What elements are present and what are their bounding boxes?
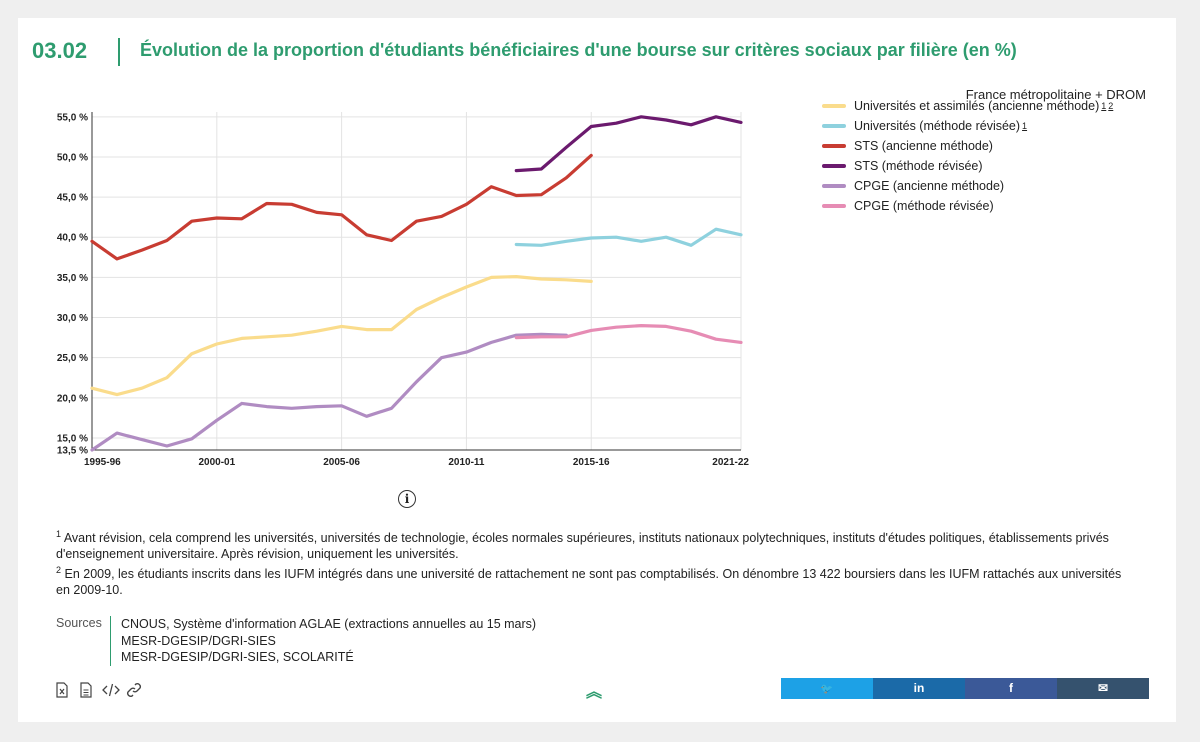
legend-swatch (822, 184, 846, 188)
footnotes: 1 Avant révision, cela comprend les univ… (56, 526, 1126, 598)
title-separator (118, 38, 120, 66)
x-tick-label: 2021-22 (712, 457, 749, 468)
twitter-share-button[interactable]: 🐦 (781, 678, 873, 699)
scope-label: France métropolitaine + DROM (965, 87, 1146, 102)
footnote-1-text: Avant révision, cela comprend les univer… (56, 531, 1109, 562)
facebook-icon: f (1009, 681, 1013, 695)
y-tick-label: 45,0 % (57, 193, 88, 204)
footnote-1-mark: 1 (56, 529, 62, 539)
legend-label: STS (méthode révisée) (854, 159, 983, 173)
y-tick-label: 25,0 % (57, 353, 88, 364)
twitter-icon: 🐦 (820, 684, 834, 695)
header: 03.02 Évolution de la proportion d'étudi… (32, 38, 1146, 102)
legend-item[interactable]: CPGE (méthode révisée) (822, 196, 1113, 216)
x-tick-label: 2010-11 (448, 457, 485, 468)
x-tick-label: 1995-96 (84, 457, 121, 468)
series-line-1 (90, 275, 593, 397)
code-icon[interactable] (102, 682, 120, 698)
y-tick-label: 50,0 % (57, 152, 88, 163)
legend-item[interactable]: CPGE (ancienne méthode) (822, 176, 1113, 196)
legend-swatch (822, 104, 846, 108)
footnote-1: 1 Avant révision, cela comprend les univ… (56, 526, 1126, 562)
legend-label: Universités et assimilés (ancienne métho… (854, 99, 1100, 113)
line-chart: 55,0 % 50,0 % 45,0 % 40,0 % 35,0 % 30,0 % 25,0… (57, 112, 749, 468)
sources-label: Sources (56, 616, 102, 630)
footnote-2-text: En 2009, les étudiants inscrits dans les… (56, 567, 1122, 598)
facebook-share-button[interactable]: f (965, 678, 1057, 699)
link-icon[interactable] (126, 682, 142, 698)
x-tick-label: 2005-06 (323, 457, 360, 468)
source-item: CNOUS, Système d'information AGLAE (extr… (121, 617, 537, 631)
y-tick-label: 13,5 % (57, 446, 88, 457)
x-tick-label: 2015-16 (573, 457, 610, 468)
source-item: MESR-DGESIP/DGRI-SIES, SCOLARITÉ (121, 650, 354, 664)
x-tick-label: 2000-01 (198, 457, 235, 468)
figure-number: 03.02 (32, 38, 88, 63)
series-line-4 (514, 115, 743, 173)
y-tick-label: 55,0 % (57, 112, 88, 123)
source-item: MESR-DGESIP/DGRI-SIES (121, 633, 276, 648)
legend-label: CPGE (méthode révisée) (854, 199, 994, 213)
footnote-2-mark: 2 (56, 565, 62, 576)
excel-icon[interactable] (54, 682, 70, 698)
legend-item[interactable]: STS (méthode révisée) (822, 156, 1113, 176)
legend-swatch (822, 164, 846, 168)
info-icon[interactable]: i (398, 490, 416, 508)
legend-item[interactable]: Universités et assimilés (ancienne métho… (822, 96, 1113, 116)
page-title: Évolution de la proportion d'étudiants b… (140, 40, 1017, 60)
scroll-up-icon[interactable]: ︽ (586, 684, 603, 701)
y-tick-label: 30,0 % (57, 313, 88, 324)
sources-list: CNOUS, Système d'information AGLAE (extr… (110, 616, 536, 666)
legend: Universités et assimilés (ancienne métho… (822, 96, 1113, 216)
legend-label: Universités (méthode révisée) (854, 119, 1021, 133)
y-tick-label: 20,0 % (57, 393, 88, 404)
document-icon[interactable] (78, 682, 94, 698)
legend-swatch (822, 124, 846, 128)
email-icon: ✉ (1097, 681, 1109, 695)
legend-swatch (822, 204, 846, 208)
linkedin-icon: in (913, 681, 925, 695)
series-line-3 (90, 153, 593, 261)
footnote-2: 2 En 2009, les étudiants inscrits dans l… (56, 562, 1126, 598)
series-line-2 (514, 227, 743, 247)
email-share-button[interactable]: ✉ (1057, 678, 1149, 699)
share-bar: 🐦 in f ✉ (781, 678, 1149, 699)
series-line-6 (514, 324, 743, 344)
legend-swatch (822, 144, 846, 148)
legend-note-ref[interactable]: 1 (1101, 101, 1107, 111)
legend-label: CPGE (ancienne méthode) (854, 179, 1005, 193)
y-tick-label: 35,0 % (57, 273, 88, 284)
legend-item[interactable]: Universités (méthode révisée) 1 (822, 116, 1113, 136)
toolbar (54, 682, 142, 698)
legend-note-ref[interactable]: 1 (1022, 121, 1028, 131)
series-line-5 (90, 332, 568, 452)
legend-label: STS (ancienne méthode) (854, 139, 993, 153)
y-tick-label: 15,0 % (57, 433, 88, 444)
linkedin-share-button[interactable]: in (873, 678, 965, 699)
legend-note-ref[interactable]: 2 (1108, 101, 1114, 111)
y-tick-label: 40,0 % (57, 233, 88, 244)
chart-card: 03.02 Évolution de la proportion d'étudi… (18, 18, 1176, 722)
legend-item[interactable]: STS (ancienne méthode) (822, 136, 1113, 156)
